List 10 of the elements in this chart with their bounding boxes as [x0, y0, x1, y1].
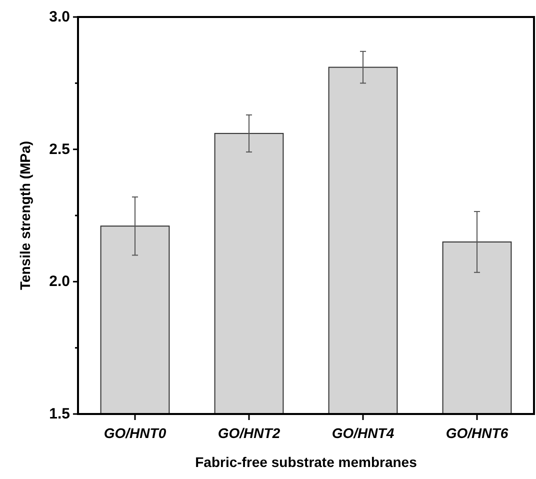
x-tick-label: GO/HNT2 [218, 425, 280, 441]
y-tick-label: 3.0 [49, 8, 70, 26]
y-tick-label: 1.5 [49, 406, 70, 422]
y-axis-title: Tensile strength (MPa) [17, 140, 33, 290]
y-tick-label: 2.5 [49, 140, 70, 158]
y-tick-label: 2.0 [49, 273, 70, 290]
x-tick-label: GO/HNT4 [332, 425, 394, 441]
x-tick-label: GO/HNT0 [104, 425, 166, 441]
x-tick-label: GO/HNT6 [446, 425, 508, 441]
x-axis-title: Fabric-free substrate membranes [195, 454, 418, 470]
